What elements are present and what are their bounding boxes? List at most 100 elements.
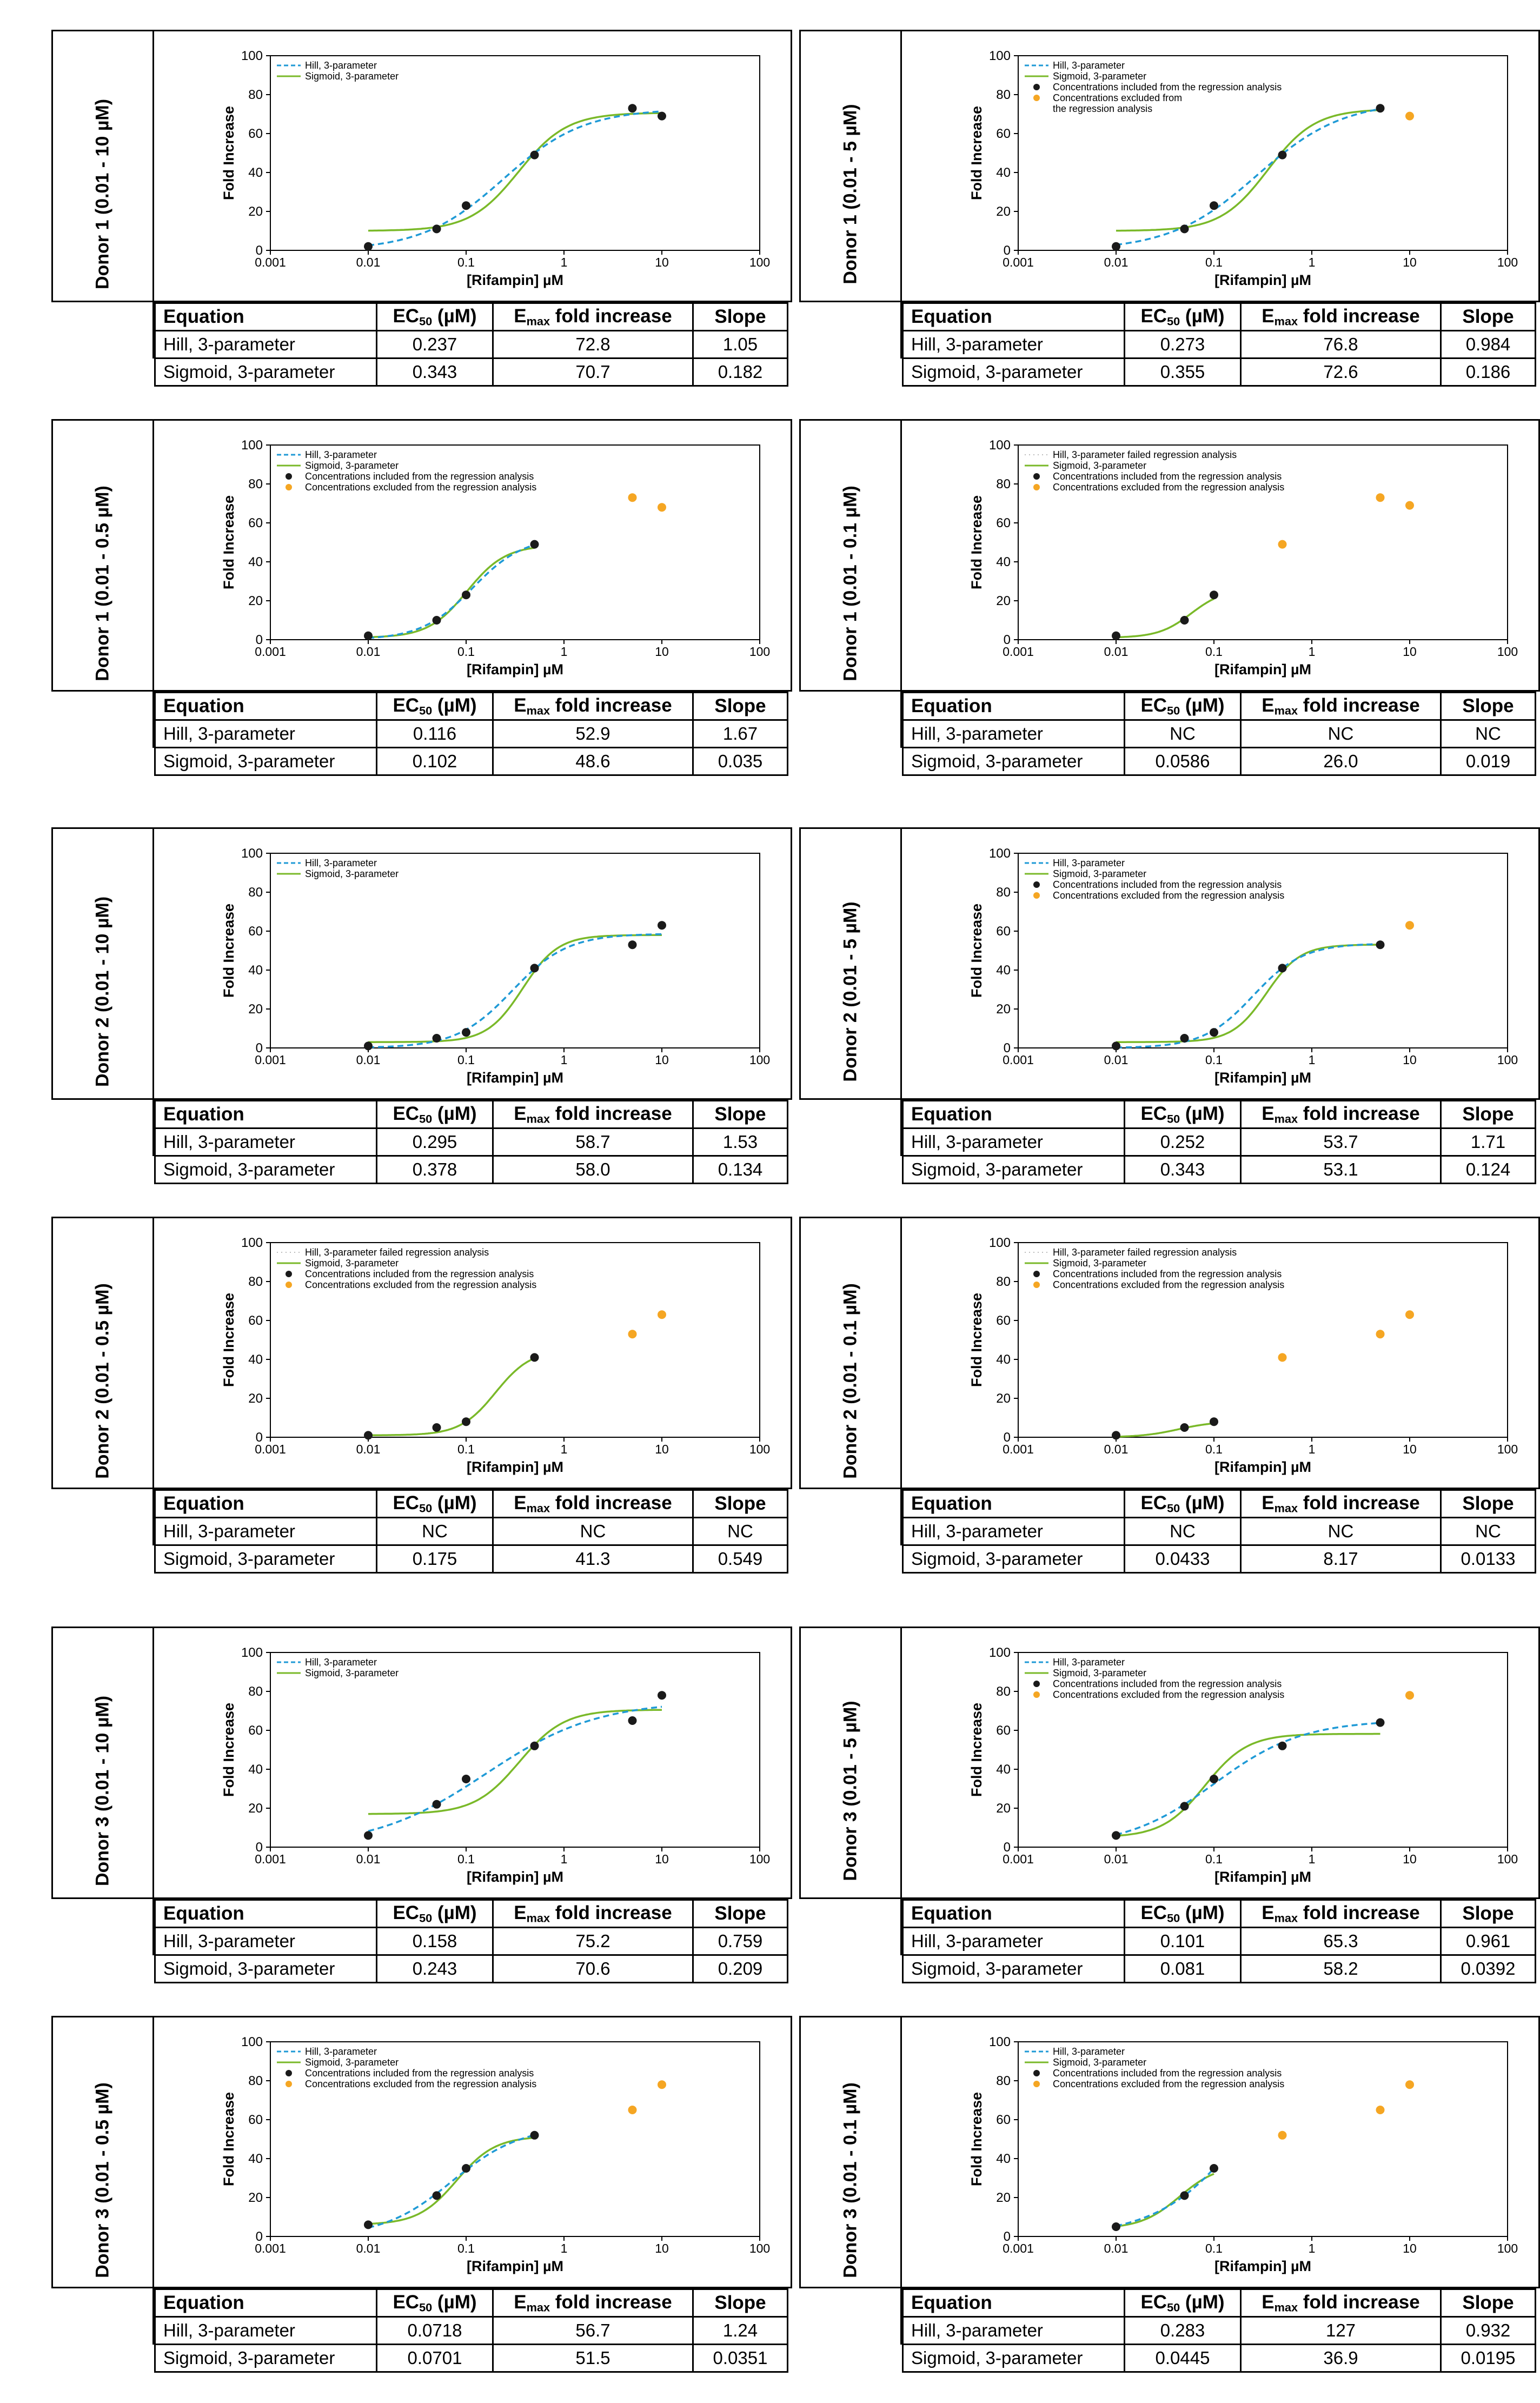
panel-sidebar: Donor 1 (0.01 - 0.5 µM) [51, 419, 154, 748]
header-emax: Emax fold increase [492, 2288, 694, 2318]
table-row: Sigmoid, 3-parameter 0.081 58.2 0.0392 [902, 1954, 1536, 1983]
included-point [1180, 1034, 1189, 1043]
cell-slope: 0.124 [1440, 1155, 1536, 1184]
y-tick-label: 60 [996, 127, 1011, 141]
cell-slope: NC [692, 1517, 788, 1546]
y-axis-label: Fold Increase [968, 106, 985, 200]
y-tick-label: 100 [241, 438, 263, 453]
y-tick-label: 80 [996, 1684, 1011, 1699]
table-row: Hill, 3-parameter 0.237 72.8 1.05 [154, 330, 788, 359]
table-row: Sigmoid, 3-parameter 0.343 53.1 0.124 [902, 1155, 1536, 1184]
header-text: EC [393, 2291, 420, 2313]
cell-slope: NC [1440, 719, 1536, 748]
included-point [462, 1417, 470, 1426]
y-tick-label: 0 [1004, 1840, 1011, 1855]
y-tick-label: 100 [989, 1236, 1011, 1250]
x-tick-label: 100 [749, 2241, 770, 2255]
included-point [1278, 1741, 1287, 1750]
legend-excluded-swatch [286, 484, 292, 490]
header-equation: Equation [902, 692, 1125, 721]
panel-sidebar: Donor 1 (0.01 - 5 µM) [799, 30, 902, 359]
x-tick-label: 0.001 [1003, 2241, 1034, 2255]
y-tick-label: 0 [256, 1430, 263, 1445]
cell-emax: NC [1240, 1517, 1442, 1546]
header-emax: Emax fold increase [1240, 1100, 1442, 1129]
y-tick-label: 40 [248, 555, 263, 569]
header-text: E [1262, 1902, 1275, 1923]
plot-frame [799, 419, 1540, 692]
cell-equation: Sigmoid, 3-parameter [902, 357, 1125, 387]
header-text: fold increase [1298, 1902, 1420, 1923]
cell-equation: Hill, 3-parameter [154, 1927, 377, 1956]
legend-excluded-label: Concentrations excluded from the regress… [1053, 1279, 1284, 1290]
header-text: Slope [1462, 1903, 1514, 1924]
cell-equation: Sigmoid, 3-parameter [154, 1954, 377, 1983]
header-text: Equation [911, 2292, 992, 2313]
excluded-point [628, 1330, 637, 1339]
cell-ec50: 0.0701 [376, 2344, 494, 2373]
chart-panel: Donor 2 (0.01 - 0.1 µM) 0 20 40 60 80 100 0.001… [799, 1217, 1540, 1574]
cell-equation: Sigmoid, 3-parameter [154, 747, 377, 776]
legend-excluded-label: Concentrations excluded from the regress… [1053, 890, 1284, 901]
x-tick-label: 10 [655, 1442, 669, 1456]
header-text: Slope [714, 306, 766, 327]
y-tick-label: 40 [248, 165, 263, 180]
header-equation: Equation [902, 302, 1125, 331]
header-text: fold increase [550, 1103, 672, 1124]
included-point [1112, 242, 1120, 251]
header-ec50: EC50 (µM) [376, 1899, 494, 1928]
header-equation: Equation [902, 1899, 1125, 1928]
parameter-table: Equation EC50 (µM) Emax fold increase Slope… [154, 302, 788, 387]
hill-fit-line [368, 2134, 535, 2229]
x-tick-label: 0.1 [1205, 645, 1223, 659]
header-subscript: 50 [1167, 1501, 1180, 1515]
cell-emax: 51.5 [492, 2344, 694, 2373]
header-text: Slope [1462, 1104, 1514, 1125]
header-text: EC [1140, 2291, 1167, 2313]
chart-panel: Donor 2 (0.01 - 10 µM) 0 20 40 60 80 100 0.001 0… [51, 827, 792, 1184]
header-slope: Slope [1440, 2288, 1536, 2318]
parameter-table: Equation EC50 (µM) Emax fold increase Slope… [902, 1100, 1536, 1184]
y-axis-label: Fold Increase [221, 495, 237, 589]
legend-sigmoid-label: Sigmoid, 3-parameter [305, 868, 399, 879]
header-text: (µM) [1180, 2291, 1225, 2313]
header-text: EC [1140, 305, 1167, 327]
header-ec50: EC50 (µM) [376, 692, 494, 721]
cell-ec50: 0.295 [376, 1127, 494, 1157]
dose-response-plot: 0 20 40 60 80 100 0.001 0.01 0.1 1 10 100 [Rifampin]… [968, 1645, 1518, 1885]
x-tick-label: 1 [561, 2241, 568, 2255]
legend-included-label: Concentrations included from the regress… [1053, 2068, 1282, 2079]
cell-ec50: NC [1124, 719, 1242, 748]
included-point [530, 964, 539, 973]
cell-slope: 0.961 [1440, 1927, 1536, 1956]
excluded-point [1405, 1691, 1414, 1700]
header-text: EC [393, 1103, 420, 1124]
excluded-point [1405, 501, 1414, 510]
cell-emax: 56.7 [492, 2316, 694, 2345]
excluded-point [658, 1310, 666, 1319]
y-tick-label: 0 [256, 1840, 263, 1855]
x-axis-label: [Rifampin] µM [467, 661, 563, 678]
header-text: E [514, 1902, 527, 1923]
x-axis-label: [Rifampin] µM [1214, 1869, 1311, 1885]
header-text: (µM) [432, 1103, 477, 1124]
dose-response-plot: 0 20 40 60 80 100 0.001 0.01 0.1 1 10 100 [Rifampin]… [221, 438, 770, 678]
cell-ec50: 0.252 [1124, 1127, 1242, 1157]
x-tick-label: 100 [1497, 2241, 1518, 2255]
y-tick-label: 0 [256, 1041, 263, 1056]
plot-area [1018, 2041, 1508, 2237]
header-text: E [514, 1103, 527, 1124]
x-tick-label: 1 [1309, 1852, 1316, 1866]
header-text: Equation [911, 1903, 992, 1924]
y-tick-label: 20 [248, 1391, 263, 1406]
x-tick-label: 100 [749, 645, 770, 659]
header-equation: Equation [154, 302, 377, 331]
header-text: fold increase [1298, 1492, 1420, 1514]
legend-included-swatch [286, 1271, 292, 1277]
cell-ec50: 0.243 [376, 1954, 494, 1983]
x-tick-label: 0.001 [255, 645, 286, 659]
header-text: EC [393, 694, 420, 716]
parameter-table: Equation EC50 (µM) Emax fold increase Slope… [902, 1899, 1536, 1983]
included-point [1180, 616, 1189, 625]
